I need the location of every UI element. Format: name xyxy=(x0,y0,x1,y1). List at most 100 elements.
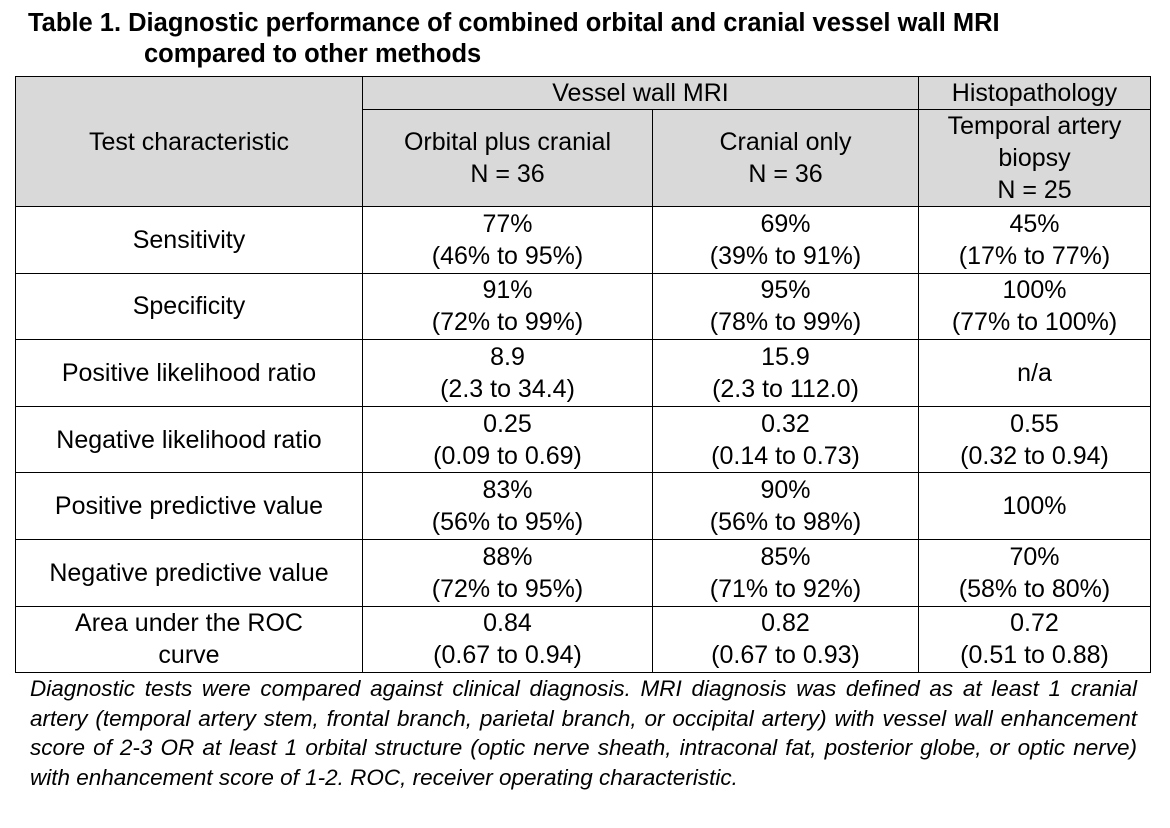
header-test-characteristic: Test characteristic xyxy=(15,76,363,207)
row-label: Negative predictive value xyxy=(15,538,363,607)
header-col3-n: N = 25 xyxy=(997,176,1072,204)
biopsy-value-line: 70% xyxy=(1009,542,1060,571)
row-label: Positive predictive value xyxy=(15,472,363,540)
biopsy-value-line: n/a xyxy=(1017,358,1052,387)
orbital-plus-cranial-value-line: (0.09 to 0.69) xyxy=(433,441,582,470)
row-label-line: Positive likelihood ratio xyxy=(61,358,317,387)
header-cranial-only: Cranial only N = 36 xyxy=(652,109,919,207)
table-row: Positive likelihood ratio 8.9 (2.3 to 34.4… xyxy=(15,339,1151,407)
orbital-plus-cranial-value: 8.9 (2.3 to 34.4) xyxy=(362,339,653,407)
biopsy-value-line: (58% to 80%) xyxy=(958,574,1111,603)
orbital-plus-cranial-value-line: 77% xyxy=(482,209,533,238)
header-col1-name: Orbital plus cranial xyxy=(403,128,612,156)
cranial-only-value-line: (39% to 91%) xyxy=(709,241,862,270)
biopsy-value-line: 45% xyxy=(1009,209,1060,238)
header-col2-n: N = 36 xyxy=(748,160,823,188)
orbital-plus-cranial-value: 88% (72% to 95%) xyxy=(362,538,653,607)
cranial-only-value-line: (2.3 to 112.0) xyxy=(712,374,859,403)
cranial-only-value-line: (78% to 99%) xyxy=(709,308,862,337)
cranial-only-value-line: (56% to 98%) xyxy=(709,508,862,537)
table-row: Sensitivity 77% (46% to 95%) 69% (39% to 91%… xyxy=(15,206,1151,274)
header-temporal-artery-biopsy: Temporal artery biopsy N = 25 xyxy=(918,109,1151,207)
orbital-plus-cranial-value-line: 0.25 xyxy=(483,409,532,438)
orbital-plus-cranial-value-line: (2.3 to 34.4) xyxy=(440,374,575,403)
table-row: Specificity 91% (72% to 99%) 95% (78% to 99%… xyxy=(15,272,1151,341)
cranial-only-value: 95% (78% to 99%) xyxy=(652,272,919,341)
cranial-only-value: 85% (71% to 92%) xyxy=(652,538,919,607)
biopsy-value: n/a xyxy=(918,339,1151,407)
table-row: Negative predictive value 88% (72% to 95%)… xyxy=(15,538,1151,607)
orbital-plus-cranial-value: 0.84 (0.67 to 0.94) xyxy=(362,605,653,674)
row-label-line: Negative predictive value xyxy=(49,558,329,587)
cranial-only-value: 0.82 (0.67 to 0.93) xyxy=(652,605,919,674)
biopsy-value: 100% (77% to 100%) xyxy=(918,272,1151,341)
row-label-line: Negative likelihood ratio xyxy=(56,425,322,454)
header-col3-name-1: Temporal artery xyxy=(947,112,1122,140)
cranial-only-value: 0.32 (0.14 to 0.73) xyxy=(652,405,919,474)
performance-table: Test characteristic Vessel wall MRI Hist… xyxy=(15,76,1151,674)
cranial-only-value-line: 90% xyxy=(760,476,811,505)
orbital-plus-cranial-value-line: (72% to 99%) xyxy=(431,308,584,337)
table-title-line-2: compared to other methods xyxy=(144,40,482,68)
biopsy-value-line: (0.32 to 0.94) xyxy=(960,441,1109,470)
table-row: Area under the ROC curve 0.84 (0.67 to 0.94… xyxy=(15,605,1151,674)
header-col1-n: N = 36 xyxy=(470,160,545,188)
orbital-plus-cranial-value: 77% (46% to 95%) xyxy=(362,206,653,274)
orbital-plus-cranial-value: 0.25 (0.09 to 0.69) xyxy=(362,405,653,474)
orbital-plus-cranial-value-line: 0.84 xyxy=(483,609,532,638)
cranial-only-value-line: 69% xyxy=(760,209,811,238)
cranial-only-value-line: 0.82 xyxy=(761,609,810,638)
table-title-line-1: Table 1. Diagnostic performance of combi… xyxy=(28,9,1000,37)
biopsy-value: 70% (58% to 80%) xyxy=(918,538,1151,607)
table-footnote: Diagnostic tests were compared against c… xyxy=(30,676,1137,790)
orbital-plus-cranial-value-line: 88% xyxy=(482,542,533,571)
table-title: Table 1. Diagnostic performance of combi… xyxy=(28,8,1148,70)
biopsy-value: 45% (17% to 77%) xyxy=(918,206,1151,274)
cranial-only-value-line: 95% xyxy=(760,276,811,305)
cranial-only-value: 15.9 (2.3 to 112.0) xyxy=(652,339,919,407)
orbital-plus-cranial-value-line: (56% to 95%) xyxy=(431,508,584,537)
cranial-only-value: 90% (56% to 98%) xyxy=(652,472,919,540)
orbital-plus-cranial-value-line: 83% xyxy=(482,476,533,505)
biopsy-value-line: 100% xyxy=(1002,492,1067,521)
orbital-plus-cranial-value-line: (72% to 95%) xyxy=(431,574,584,603)
row-label: Specificity xyxy=(15,272,363,341)
biopsy-value: 0.55 (0.32 to 0.94) xyxy=(918,405,1151,474)
header-col3-name-2: biopsy xyxy=(998,144,1071,172)
orbital-plus-cranial-value-line: (0.67 to 0.94) xyxy=(433,641,582,670)
row-label-line: Positive predictive value xyxy=(54,492,324,521)
header-col2-name: Cranial only xyxy=(719,128,852,156)
cranial-only-value-line: 0.32 xyxy=(761,409,810,438)
biopsy-value: 100% xyxy=(918,472,1151,540)
orbital-plus-cranial-value-line: 91% xyxy=(482,276,533,305)
biopsy-value-line: (77% to 100%) xyxy=(951,308,1118,337)
row-label-line: curve xyxy=(158,641,220,670)
header-orbital-plus-cranial: Orbital plus cranial N = 36 xyxy=(362,109,653,207)
cranial-only-value-line: (71% to 92%) xyxy=(709,574,862,603)
row-label: Positive likelihood ratio xyxy=(15,339,363,407)
header-histopathology: Histopathology xyxy=(918,76,1151,110)
biopsy-value-line: 100% xyxy=(1002,276,1067,305)
row-label: Sensitivity xyxy=(15,206,363,274)
row-label-line: Area under the ROC xyxy=(75,609,303,638)
table-row: Positive predictive value 83% (56% to 95%)… xyxy=(15,472,1151,540)
biopsy-value-line: (17% to 77%) xyxy=(958,241,1111,270)
cranial-only-value-line: (0.67 to 0.93) xyxy=(711,641,860,670)
row-label: Negative likelihood ratio xyxy=(15,405,363,474)
row-label-line: Specificity xyxy=(132,292,246,321)
row-label: Area under the ROC curve xyxy=(15,605,363,674)
row-label-line: Sensitivity xyxy=(132,225,246,254)
orbital-plus-cranial-value-line: 8.9 xyxy=(490,342,525,371)
biopsy-value: 0.72 (0.51 to 0.88) xyxy=(918,605,1151,674)
orbital-plus-cranial-value-line: (46% to 95%) xyxy=(431,241,584,270)
cranial-only-value-line: 85% xyxy=(760,542,811,571)
cranial-only-value-line: 15.9 xyxy=(761,342,810,371)
orbital-plus-cranial-value: 83% (56% to 95%) xyxy=(362,472,653,540)
header-vessel-wall-mri: Vessel wall MRI xyxy=(362,76,919,110)
cranial-only-value: 69% (39% to 91%) xyxy=(652,206,919,274)
orbital-plus-cranial-value: 91% (72% to 99%) xyxy=(362,272,653,341)
biopsy-value-line: (0.51 to 0.88) xyxy=(960,641,1109,670)
table-row: Negative likelihood ratio 0.25 (0.09 to 0.… xyxy=(15,405,1151,474)
biopsy-value-line: 0.72 xyxy=(1010,609,1059,638)
biopsy-value-line: 0.55 xyxy=(1010,409,1059,438)
